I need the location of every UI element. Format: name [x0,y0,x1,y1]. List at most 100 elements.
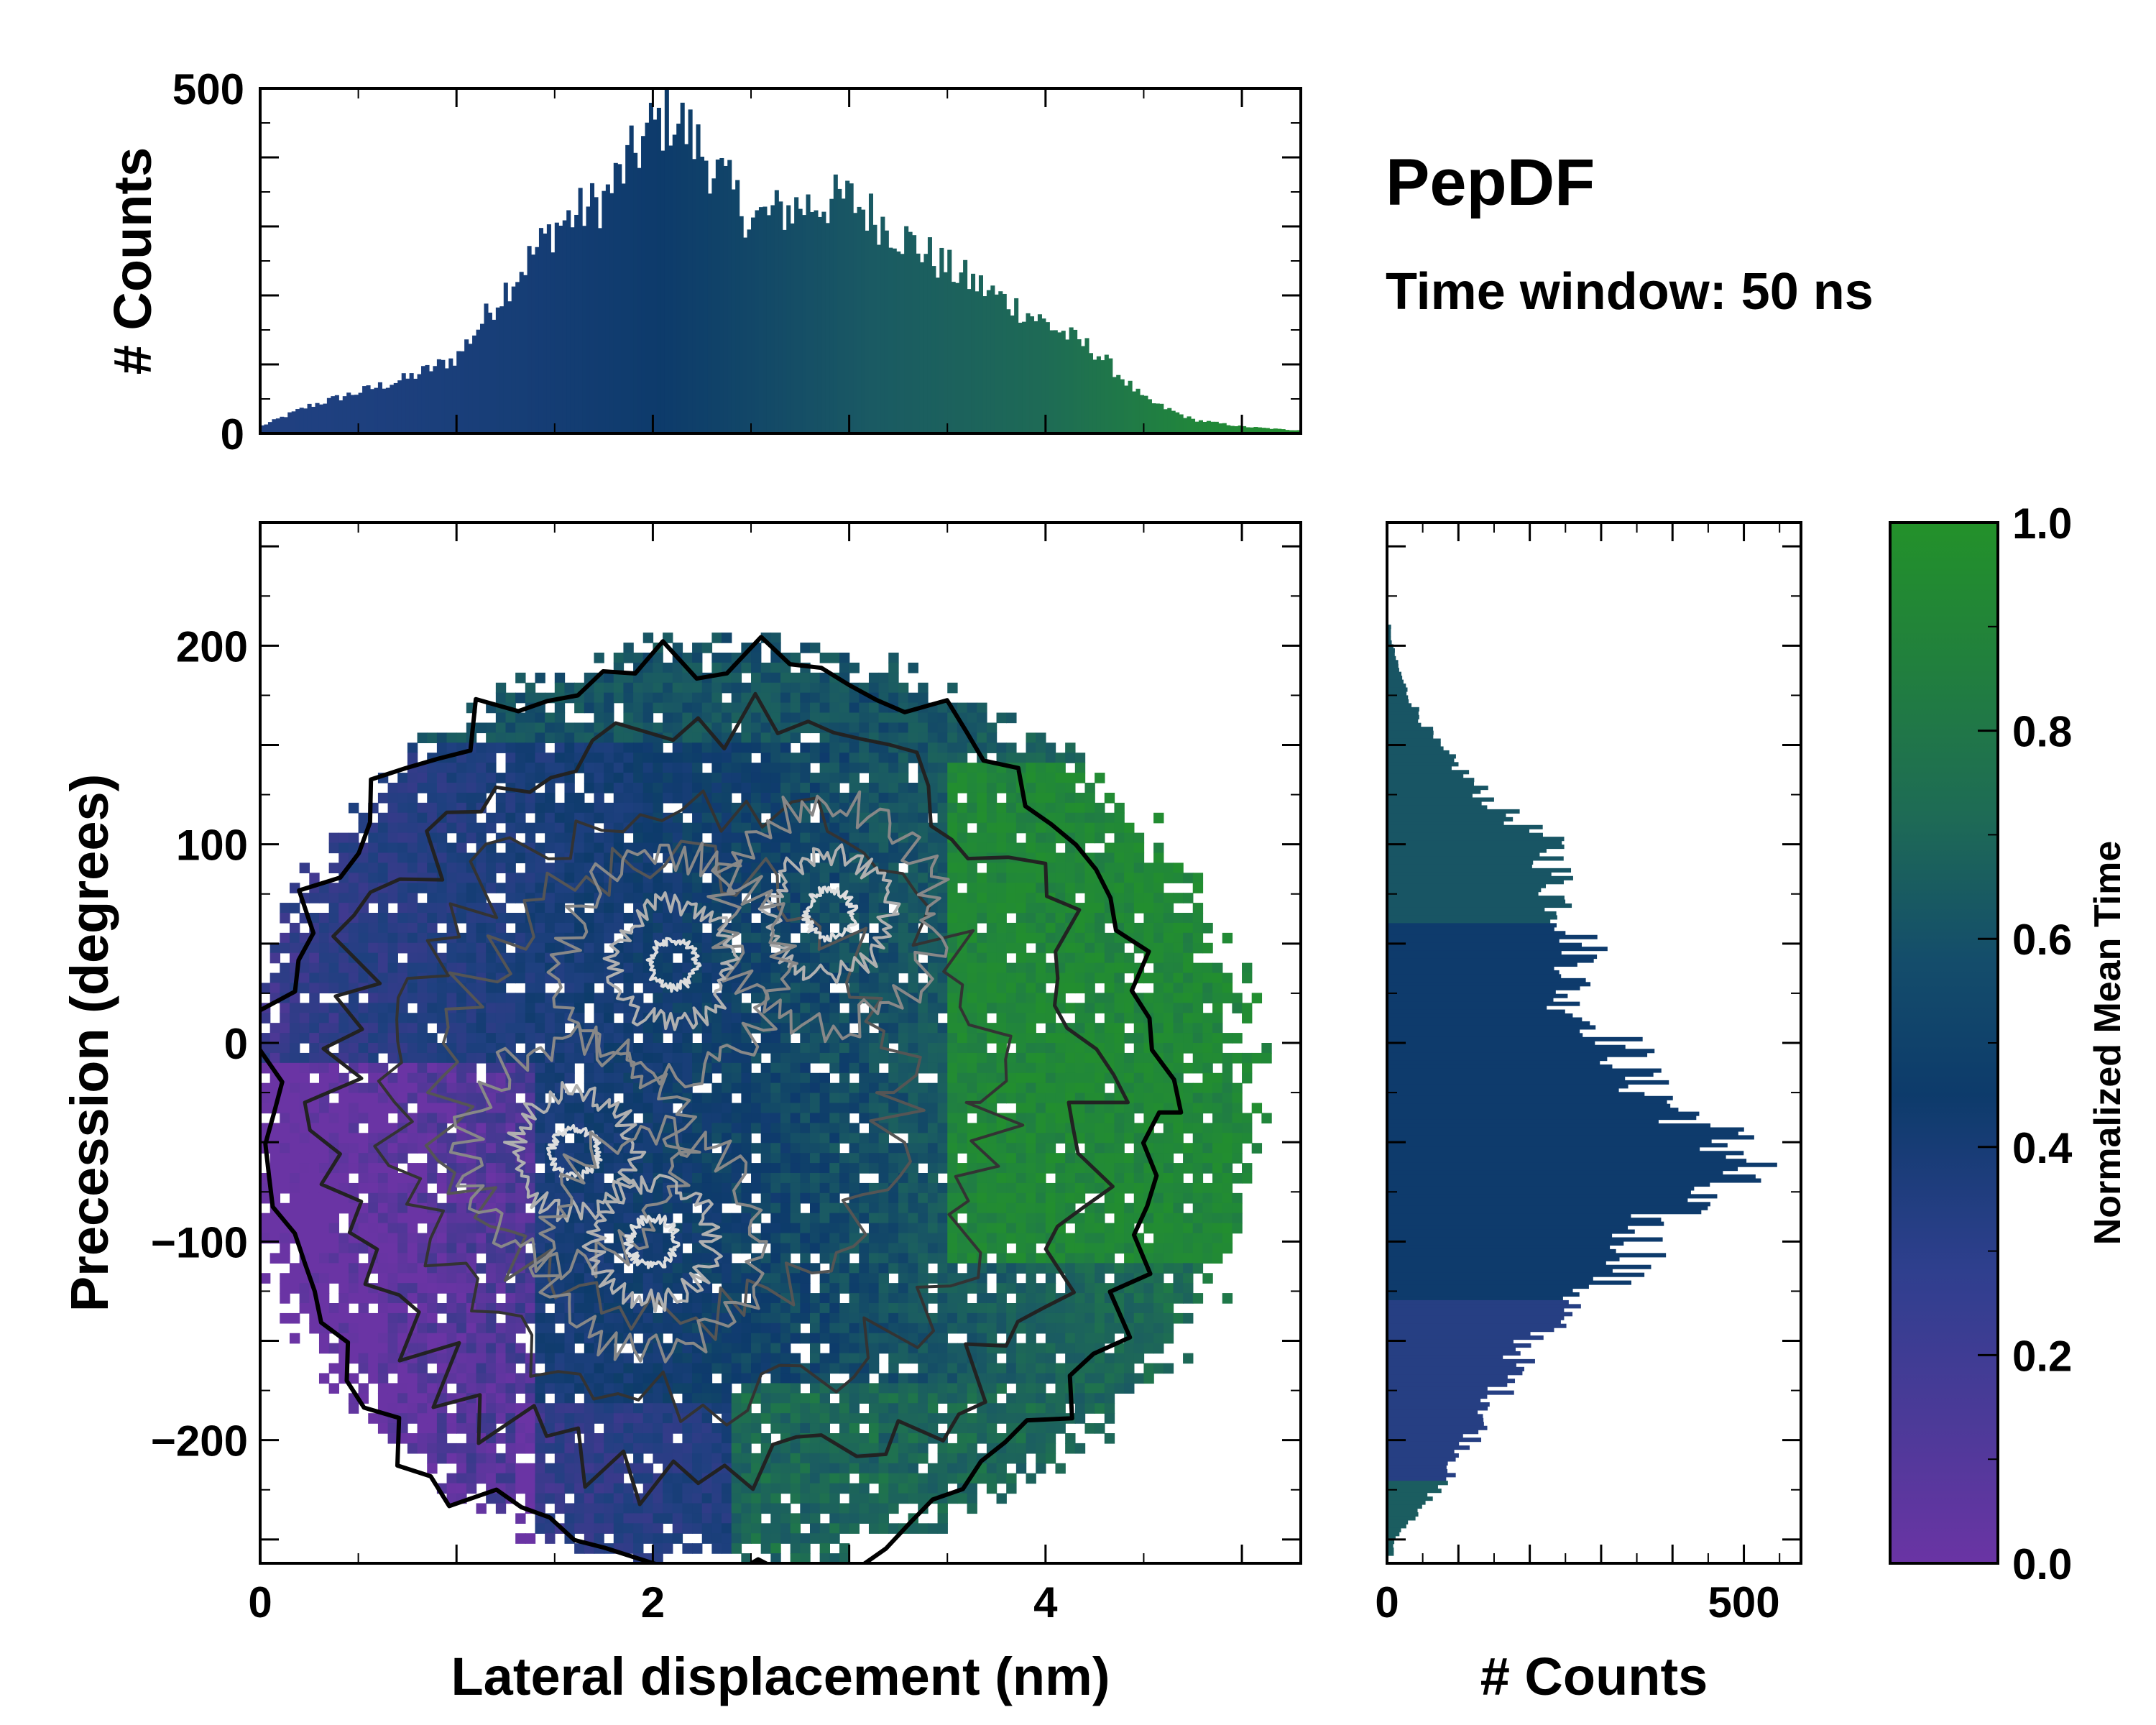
heatmap-cell [309,1202,320,1214]
top-histogram-bar [543,233,548,433]
heatmap-cell [397,812,408,824]
heatmap-cell [790,1153,801,1164]
heatmap-cell [613,753,625,763]
heatmap-cell [348,932,359,944]
heatmap-cell [1045,903,1056,914]
heatmap-cell [1074,792,1086,804]
heatmap-cell [1095,1213,1105,1224]
heatmap-cell [436,1233,448,1244]
heatmap-cell [604,763,614,773]
heatmap-cell [731,702,742,714]
heatmap-cell [545,722,556,734]
heatmap-cell [613,792,625,804]
heatmap-cell [692,993,703,1003]
heatmap-cell [1006,1182,1017,1194]
heatmap-cell [1015,1153,1027,1164]
heatmap-cell [1015,753,1027,763]
heatmap-cell [535,1003,545,1013]
heatmap-cell [358,913,369,924]
heatmap-cell [672,1163,683,1174]
top-histogram-bar [1285,430,1290,433]
heatmap-cell [280,1153,290,1164]
heatmap-cell [318,1113,330,1124]
heatmap-cell [466,993,477,1003]
heatmap-cell [967,773,977,783]
top-histogram-bar [1045,322,1050,433]
top-histogram-bar [802,215,807,433]
top-histogram-bar [849,183,854,433]
heatmap-cell [1055,1033,1066,1044]
heatmap-cell [1095,1113,1105,1124]
heatmap-cell [722,1082,732,1094]
heatmap-cell [1143,972,1154,984]
heatmap-cell [318,893,330,903]
heatmap-cell [1192,913,1204,924]
heatmap-cell [1143,903,1154,914]
heatmap-cell [397,942,408,954]
heatmap-cell [564,962,575,974]
heatmap-cell [800,993,811,1003]
heatmap-cell [1124,1173,1135,1184]
heatmap-cell [436,1082,448,1094]
heatmap-cell [937,1062,948,1074]
heatmap-cell [554,922,566,934]
heatmap-cell [318,1023,330,1034]
heatmap-cell [407,862,418,873]
heatmap-cell [741,1123,752,1133]
heatmap-cell [1074,773,1086,783]
top-histogram-bar [1293,430,1298,433]
heatmap-cell [947,1092,958,1104]
heatmap-cell [1242,1113,1253,1124]
top-histogram-bar [763,206,768,433]
heatmap-cell [927,763,939,773]
heatmap-cell [623,1213,634,1224]
heatmap-cell [289,1213,300,1224]
heatmap-cell [427,893,438,903]
heatmap-cell [908,903,918,914]
heatmap-cell [1153,1213,1164,1224]
heatmap-cell [1222,1173,1233,1184]
heatmap-cell [967,783,977,794]
heatmap-cell [839,1173,850,1184]
heatmap-cell [1045,1113,1056,1124]
heatmap-cell [1055,773,1066,783]
heatmap-cell [328,1072,339,1084]
heatmap-cell [1015,993,1027,1003]
heatmap-cell [358,1113,369,1124]
heatmap-cell [1026,862,1036,873]
heatmap-cell [986,1173,998,1184]
heatmap-cell [731,1052,742,1064]
heatmap-cell [927,993,939,1003]
heatmap-cell [1036,1072,1046,1084]
heatmap-cell [456,883,467,893]
heatmap-cell [977,712,987,724]
heatmap-cell [849,783,860,794]
heatmap-cell [711,792,722,804]
heatmap-cell [1133,842,1145,854]
heatmap-cell [525,983,536,994]
heatmap-cell [1222,1092,1233,1104]
heatmap-cell [515,873,526,883]
heatmap-cell [653,783,663,794]
heatmap-cell [505,1003,516,1013]
heatmap-cell [692,832,703,844]
heatmap-cell [722,773,732,783]
heatmap-cell [1104,962,1115,974]
heatmap-cell [387,832,398,844]
heatmap-cell [505,883,516,893]
heatmap-cell [309,1113,320,1124]
heatmap-cell [986,922,998,934]
heatmap-cell [682,1062,693,1074]
heatmap-cell [957,832,968,844]
heatmap-cell [996,952,1007,964]
heatmap-cell [436,1062,448,1074]
heatmap-cell [1104,1113,1115,1124]
heatmap-cell [387,862,398,873]
heatmap-cell [653,702,663,714]
heatmap-cell [780,1192,791,1204]
heatmap-cell [1084,883,1095,893]
heatmap-cell [564,1052,575,1064]
heatmap-cell [289,1043,300,1054]
heatmap-cell [770,1192,781,1204]
heatmap-cell [1232,1123,1243,1133]
